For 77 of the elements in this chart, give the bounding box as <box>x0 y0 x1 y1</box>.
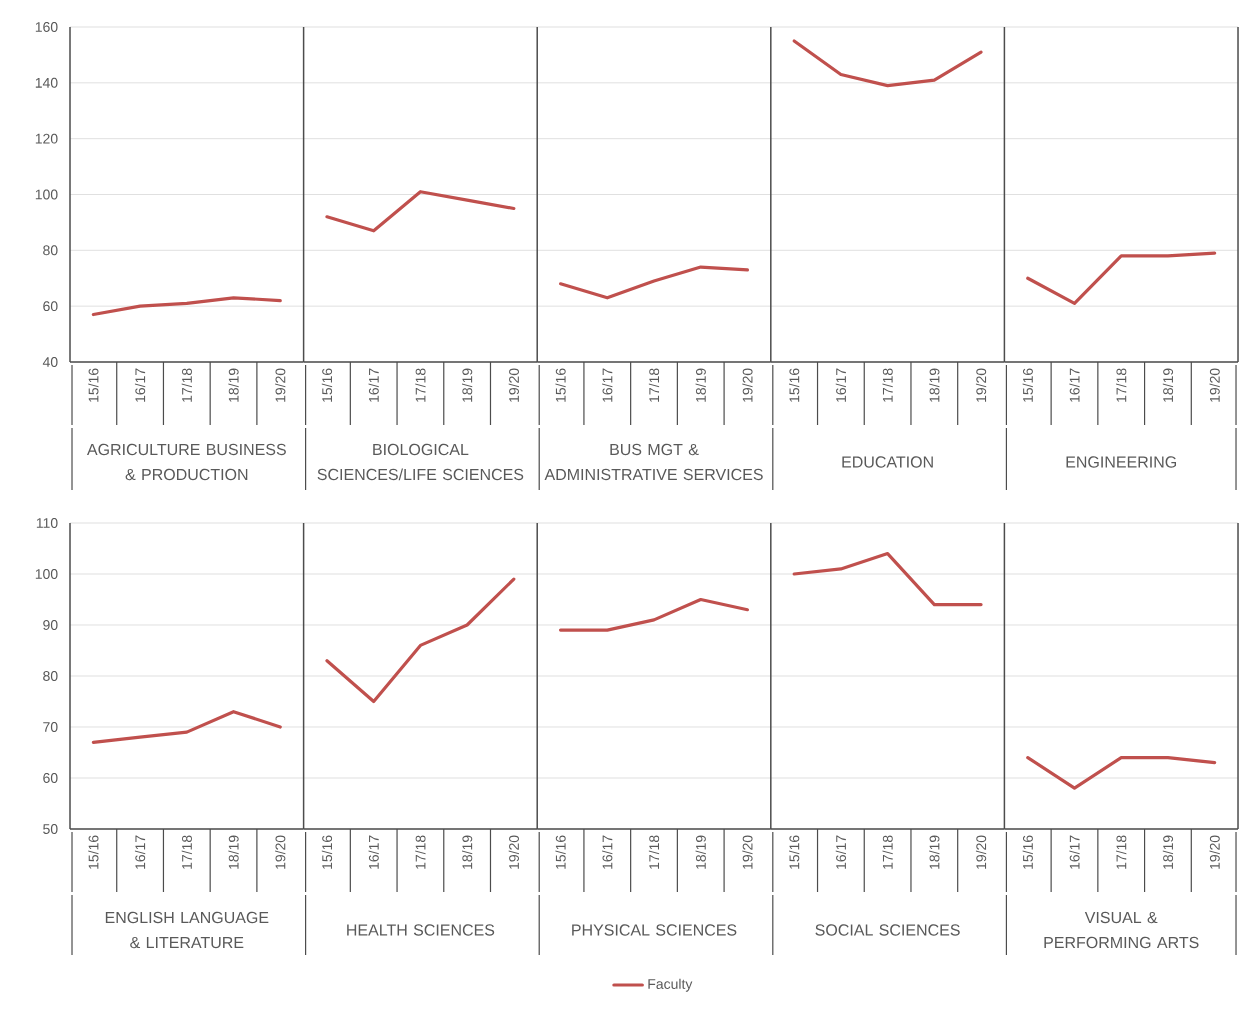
x-tick-label: 17/18 <box>181 368 192 402</box>
x-tick-label: 18/19 <box>929 368 940 402</box>
x-tick-label: 18/19 <box>461 835 473 869</box>
x-tick-label: 18/19 <box>929 835 940 869</box>
x-tick-label: 18/19 <box>228 835 239 869</box>
x-axis-title: EDUCATION <box>842 456 933 468</box>
x-axis-title: AGRICULTURE BUSINESS & PRODUCTION <box>86 443 286 481</box>
x-tick-label: 18/19 <box>695 835 706 869</box>
x-tick-label: 18/19 <box>228 368 239 402</box>
y-tick-label: 100 <box>35 569 58 579</box>
x-tick-label: 16/17 <box>602 835 613 869</box>
x-tick-label: 17/18 <box>181 835 192 869</box>
x-tick-label: 16/17 <box>835 835 847 869</box>
x-tick-label: 15/16 <box>789 368 800 402</box>
x-tick-label: 15/16 <box>789 835 800 869</box>
x-tick-label: 18/19 <box>461 368 473 402</box>
x-tick-label: 15/16 <box>321 835 333 869</box>
x-tick-label: 19/20 <box>742 368 753 402</box>
y-tick-label: 50 <box>43 824 58 834</box>
y-tick-label: 100 <box>35 189 58 200</box>
y-tick-label: 80 <box>43 671 58 681</box>
x-tick-label: 17/18 <box>882 368 893 402</box>
x-tick-label: 18/19 <box>695 368 706 402</box>
legend-label: Faculty <box>648 978 693 992</box>
x-axis-title: BIOLOGICAL SCIENCES/LIFE SCIENCES <box>317 443 524 481</box>
x-tick-label: 16/17 <box>368 835 379 869</box>
x-tick-label: 16/17 <box>1069 835 1080 869</box>
y-tick-label: 120 <box>35 133 58 144</box>
y-tick-label: 80 <box>43 245 58 256</box>
x-axis-title: HEALTH SCIENCES <box>347 924 495 936</box>
x-tick-label: 15/16 <box>1022 368 1033 402</box>
x-tick-label: 17/18 <box>1116 835 1127 869</box>
x-tick-label: 17/18 <box>648 368 660 402</box>
x-tick-label: 17/18 <box>882 835 893 869</box>
x-tick-label: 16/17 <box>602 368 613 402</box>
x-tick-label: 19/20 <box>1209 835 1220 869</box>
x-tick-label: 17/18 <box>415 835 426 869</box>
line-series <box>91 710 282 744</box>
y-tick-label: 60 <box>43 301 58 312</box>
x-tick-label: 19/20 <box>975 835 987 869</box>
x-tick-label: 16/17 <box>1069 368 1080 402</box>
y-tick-label: 70 <box>43 722 58 732</box>
x-tick-label: 15/16 <box>555 835 566 869</box>
x-tick-label: 18/19 <box>1162 368 1174 402</box>
x-tick-label: 19/20 <box>508 835 519 869</box>
x-tick-label: 15/16 <box>1022 835 1033 869</box>
x-tick-label: 17/18 <box>1116 368 1127 402</box>
x-tick-label: 16/17 <box>134 368 146 402</box>
x-tick-label: 15/16 <box>555 368 566 402</box>
x-axis-title: PHYSICAL SCIENCES <box>572 924 737 936</box>
x-axis-title: ENGINEERING <box>1066 456 1177 468</box>
x-tick-label: 19/20 <box>508 368 519 402</box>
x-axis-title: VISUAL & PERFORMING ARTS <box>1044 911 1199 949</box>
x-tick-label: 17/18 <box>415 368 426 402</box>
line-series <box>91 296 282 317</box>
x-tick-label: 19/20 <box>975 368 987 402</box>
x-tick-label: 16/17 <box>835 368 847 402</box>
y-tick-label: 90 <box>43 620 58 630</box>
x-tick-label: 15/16 <box>88 835 99 869</box>
x-tick-label: 17/18 <box>648 835 660 869</box>
x-tick-label: 15/16 <box>88 368 99 402</box>
x-tick-label: 15/16 <box>321 368 333 402</box>
x-axis-title: ENGLISH LANGUAGE & LITERATURE <box>105 911 269 949</box>
x-tick-label: 19/20 <box>275 368 286 402</box>
y-tick-label: 40 <box>42 357 58 367</box>
x-tick-label: 19/20 <box>275 835 286 869</box>
x-axis-title: SOCIAL SCIENCES <box>815 924 960 936</box>
x-tick-label: 18/19 <box>1162 835 1174 869</box>
y-tick-label: 160 <box>35 22 58 32</box>
x-tick-label: 16/17 <box>134 835 146 869</box>
x-tick-label: 16/17 <box>368 368 379 402</box>
y-tick-label: 110 <box>36 518 58 528</box>
y-tick-label: 60 <box>43 773 58 783</box>
x-tick-label: 19/20 <box>1209 368 1220 402</box>
x-tick-label: 19/20 <box>742 835 753 869</box>
y-tick-label: 140 <box>35 77 58 88</box>
x-axis-title: BUS MGT & ADMINISTRATIVE SERVICES <box>544 443 763 481</box>
